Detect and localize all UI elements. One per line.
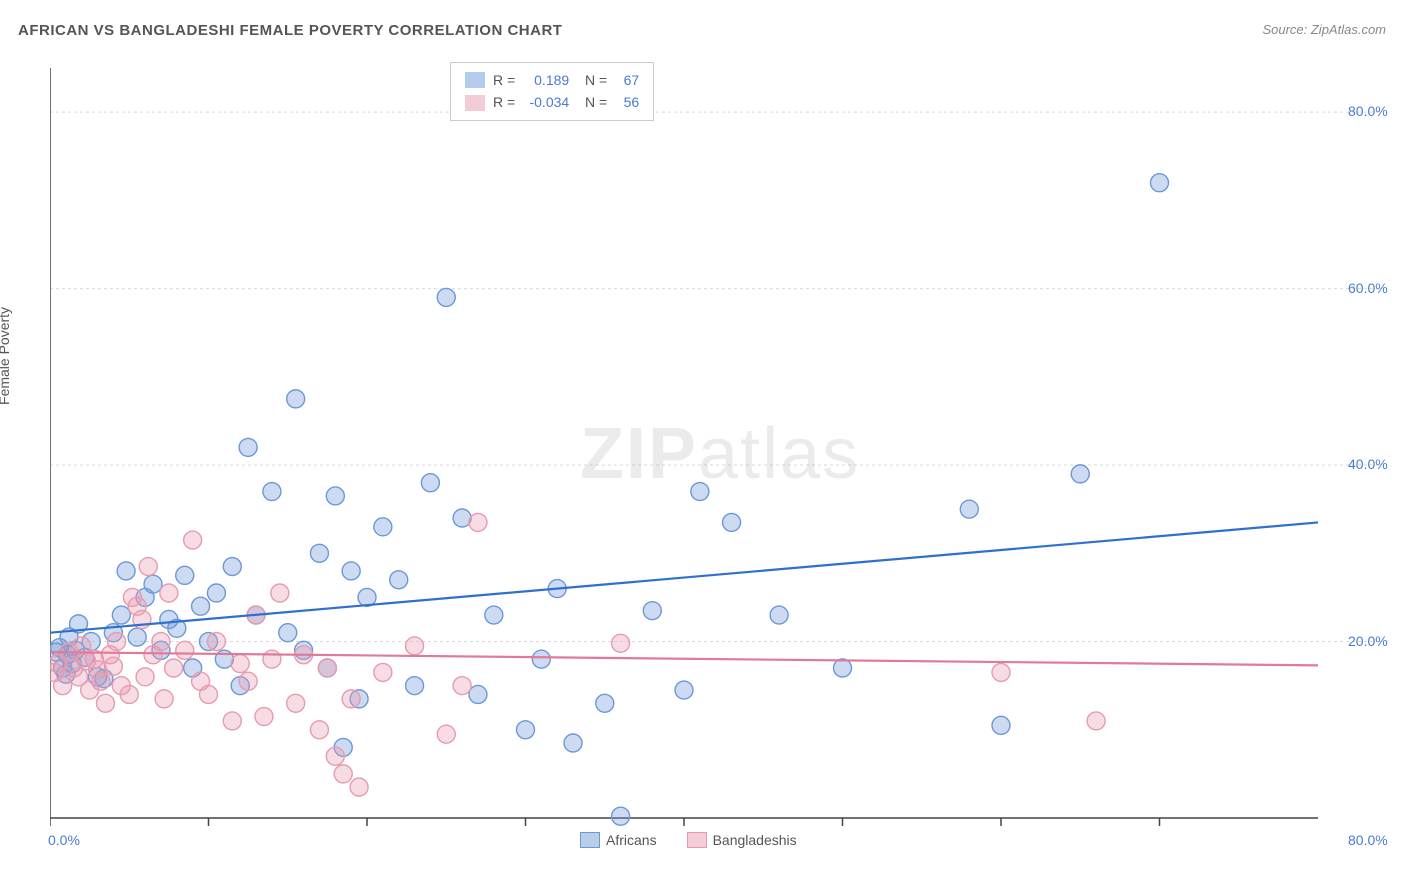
y-tick-label: 20.0%: [1348, 633, 1388, 649]
chart-title: AFRICAN VS BANGLADESHI FEMALE POVERTY CO…: [18, 22, 562, 39]
y-axis-label: Female Poverty: [0, 307, 12, 405]
correlation-legend-row: R = -0.034 N = 56: [465, 91, 639, 113]
y-tick-label: 40.0%: [1348, 456, 1388, 472]
n-label: N =: [577, 69, 607, 91]
y-tick-label: 80.0%: [1348, 103, 1388, 119]
r-value: -0.034: [523, 91, 569, 113]
n-label: N =: [577, 91, 607, 113]
x-tick-label: 0.0%: [48, 832, 80, 848]
r-value: 0.189: [523, 69, 569, 91]
correlation-legend: R = 0.189 N = 67 R = -0.034 N = 56: [450, 62, 654, 121]
r-label: R =: [493, 91, 515, 113]
n-value: 56: [615, 91, 639, 113]
n-value: 67: [615, 69, 639, 91]
legend-label: Africans: [606, 832, 657, 848]
r-label: R =: [493, 69, 515, 91]
legend-label: Bangladeshis: [713, 832, 797, 848]
source-attribution: Source: ZipAtlas.com: [1262, 22, 1386, 37]
y-tick-label: 60.0%: [1348, 280, 1388, 296]
legend-item: Africans: [580, 832, 657, 848]
legend-swatch: [580, 832, 600, 848]
legend-item: Bangladeshis: [687, 832, 797, 848]
series-legend: Africans Bangladeshis: [580, 832, 797, 848]
correlation-legend-row: R = 0.189 N = 67: [465, 69, 639, 91]
legend-swatch: [465, 72, 485, 88]
legend-swatch: [687, 832, 707, 848]
plot-area: ZIPatlas R =0.189 N =67R =-0.034 N =56 A…: [50, 58, 1386, 828]
scatter-svg: [50, 58, 1386, 828]
x-tick-label: 80.0%: [1348, 832, 1388, 848]
legend-swatch: [465, 95, 485, 111]
